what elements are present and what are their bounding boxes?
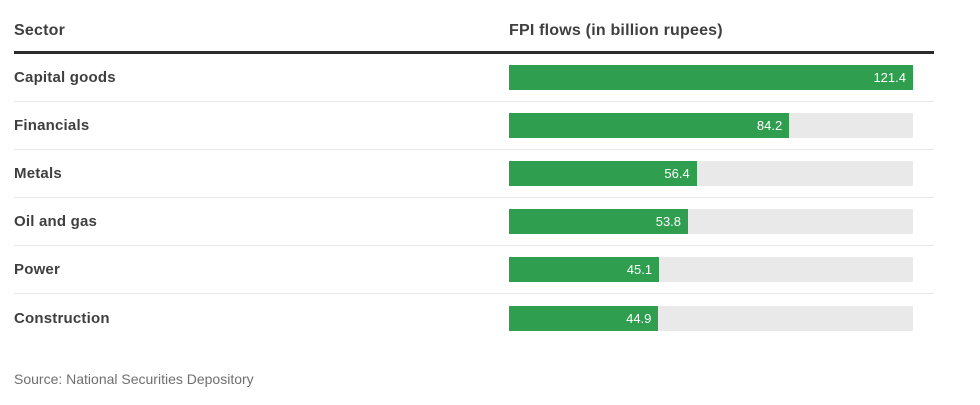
bar-fill: 56.4 bbox=[509, 161, 697, 186]
table-header: Sector FPI flows (in billion rupees) bbox=[14, 0, 934, 54]
column-header-sector: Sector bbox=[14, 22, 65, 39]
bar-track: 45.1 bbox=[509, 257, 913, 282]
table-row: Power 45.1 bbox=[14, 246, 934, 294]
bar-fill: 84.2 bbox=[509, 113, 790, 138]
bar-value-label: 44.9 bbox=[626, 310, 652, 326]
sector-label: Metals bbox=[14, 165, 62, 182]
bar-value-label: 121.4 bbox=[873, 70, 906, 85]
bar-value-label: 84.2 bbox=[756, 118, 783, 133]
bar-value-label: 45.1 bbox=[626, 262, 653, 277]
chart-container: Sector FPI flows (in billion rupees) Cap… bbox=[14, 0, 934, 387]
table-row: Construction 44.9 bbox=[14, 294, 934, 342]
sector-label: Financials bbox=[14, 117, 90, 134]
table-row: Oil and gas 53.8 bbox=[14, 198, 934, 246]
bar-track: 56.4 bbox=[509, 161, 913, 186]
column-header-fpi-flows: FPI flows (in billion rupees) bbox=[509, 22, 723, 39]
table-row: Metals 56.4 bbox=[14, 150, 934, 198]
bar-track: 121.4 bbox=[509, 65, 913, 90]
bar-fill: 53.8 bbox=[509, 209, 689, 234]
bar-fill: 45.1 bbox=[509, 257, 660, 282]
bar-track: 53.8 bbox=[509, 209, 913, 234]
bar-fill: 44.9 bbox=[509, 305, 659, 331]
bar-value-label: 56.4 bbox=[664, 166, 690, 181]
sector-label: Power bbox=[14, 261, 61, 278]
table-row: Financials 84.2 bbox=[14, 102, 934, 150]
table-row: Capital goods 121.4 bbox=[14, 54, 934, 102]
bar-fill: 121.4 bbox=[509, 65, 913, 90]
sector-label: Capital goods bbox=[14, 69, 116, 86]
rows: Capital goods 121.4 Financials 84.2 Meta… bbox=[14, 54, 934, 342]
sector-label: Construction bbox=[14, 309, 110, 327]
bar-track: 84.2 bbox=[509, 113, 913, 138]
bar-track: 44.9 bbox=[509, 305, 913, 331]
sector-label: Oil and gas bbox=[14, 213, 98, 230]
source-note: Source: National Securities Depository bbox=[14, 371, 254, 387]
bar-value-label: 53.8 bbox=[655, 214, 682, 229]
